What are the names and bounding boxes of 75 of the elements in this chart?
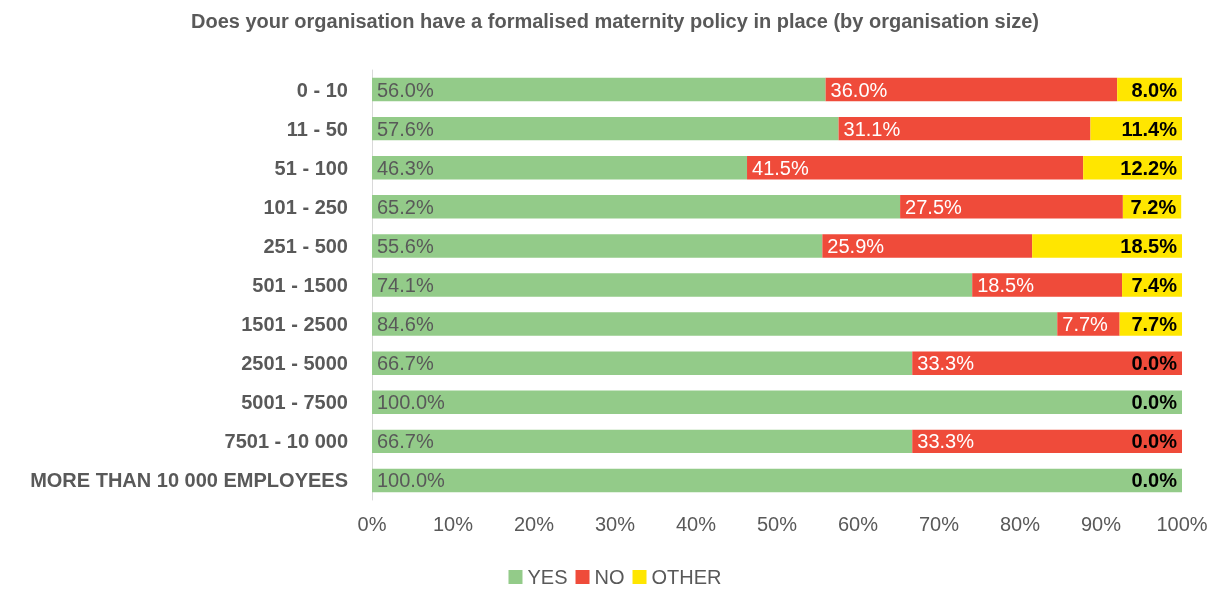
y-tick-label: 11 - 50 (286, 117, 348, 140)
x-tick-label: 90% (1080, 513, 1122, 535)
bar (372, 234, 823, 258)
bar (372, 116, 839, 141)
bar (372, 312, 1058, 336)
y-tick-label: 0 - 10 (296, 78, 348, 101)
y-tick-label: 251 - 500 (263, 234, 348, 257)
bar (372, 351, 913, 375)
y-tick-label: 1501 - 2500 (241, 313, 348, 336)
legend-label: OTHER (651, 566, 722, 588)
x-tick-label: 0% (357, 513, 387, 535)
data-label: 7.7% (1062, 313, 1109, 336)
chart-title: Does your organisation have a formalised maternity policy in place (by organisation size) (191, 10, 1039, 32)
data-label: 18.5% (977, 274, 1035, 296)
data-label: 7.7% (1131, 313, 1178, 336)
data-label: 7.2% (1130, 195, 1177, 218)
data-label: 8.0% (1131, 78, 1178, 101)
data-label: 0.0% (1131, 430, 1178, 453)
data-label: 25.9% (827, 234, 885, 257)
data-label: 57.6% (377, 117, 434, 140)
x-tick-label: 80% (999, 513, 1041, 535)
bar (372, 77, 826, 102)
legend-label: NO (594, 566, 625, 588)
bar (912, 351, 1182, 375)
data-label: 0.0% (1131, 391, 1178, 414)
data-label: 27.5% (905, 195, 963, 218)
bar (372, 429, 913, 454)
bar (972, 273, 1123, 297)
data-label: 33.3% (917, 430, 975, 453)
data-label: 100.0% (377, 469, 446, 492)
bar (372, 156, 748, 180)
bar (900, 195, 1123, 219)
x-tick-label: 60% (837, 513, 879, 535)
bar (372, 390, 1182, 414)
data-label: 18.5% (1120, 234, 1178, 257)
y-tick-label: 2501 - 5000 (241, 352, 348, 375)
bar (838, 116, 1091, 141)
data-label: 7.4% (1131, 274, 1178, 296)
data-label: 65.2% (377, 195, 434, 218)
y-tick-label: 51 - 100 (274, 156, 348, 179)
x-tick-label: 40% (675, 513, 717, 535)
data-label: 56.0% (377, 78, 434, 101)
data-label: 66.7% (377, 352, 434, 375)
bar (372, 468, 1182, 493)
data-label: 0.0% (1131, 352, 1178, 375)
data-label: 11.4% (1121, 117, 1178, 140)
data-label: 55.6% (377, 234, 434, 257)
y-tick-label: 7501 - 10 000 (224, 430, 348, 453)
y-tick-label: 501 - 1500 (252, 274, 348, 296)
data-label: 66.7% (377, 430, 434, 453)
x-tick-label: 10% (432, 513, 474, 535)
bar (372, 195, 901, 219)
data-label: 84.6% (377, 313, 434, 336)
data-label: 46.3% (377, 156, 434, 179)
bar (747, 156, 1084, 180)
data-label: 36.0% (830, 78, 888, 101)
y-tick-label: 101 - 250 (263, 195, 348, 218)
data-label: 0.0% (1131, 469, 1178, 492)
bar (372, 273, 973, 297)
bar (822, 234, 1033, 258)
x-tick-label: 30% (594, 513, 636, 535)
data-label: 100.0% (377, 391, 446, 414)
data-label: 41.5% (752, 156, 809, 179)
bar (825, 77, 1118, 102)
data-label: 31.1% (843, 117, 901, 140)
y-tick-label: MORE THAN 10 000 EMPLOYEES (30, 469, 348, 492)
data-label: 74.1% (377, 274, 434, 296)
data-label: 33.3% (917, 352, 975, 375)
data-label: 12.2% (1120, 156, 1178, 179)
x-tick-label: 50% (756, 513, 798, 535)
x-tick-label: 70% (918, 513, 960, 535)
y-tick-label: 5001 - 7500 (241, 391, 348, 414)
x-tick-label: 20% (513, 513, 555, 535)
legend-label: YES (527, 566, 568, 588)
x-tick-label: 100% (1156, 513, 1208, 535)
